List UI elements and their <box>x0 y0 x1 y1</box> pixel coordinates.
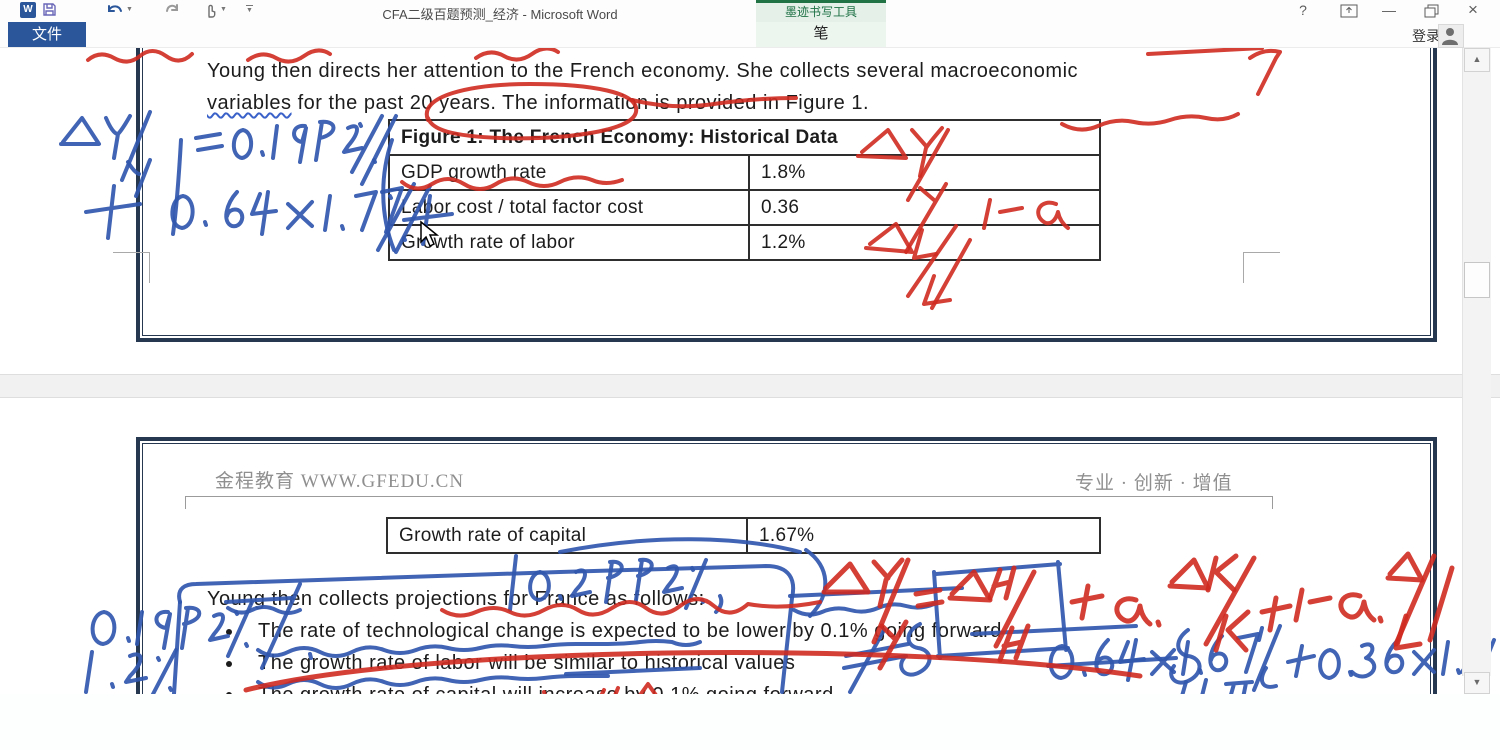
table-cell[interactable]: 1.8% <box>748 154 1101 191</box>
contextual-tab-group-label: 墨迹书写工具 <box>756 0 886 25</box>
page2-header-right: 专业 · 创新 · 增值 <box>1075 473 1233 494</box>
table-row: Growth rate of capital 1.67% <box>386 517 1101 554</box>
table-cell[interactable]: Growth rate of capital <box>386 517 748 554</box>
close-button[interactable]: × <box>1468 0 1478 19</box>
table-row: Figure 1: The French Economy: Historical… <box>388 119 1101 156</box>
window-title: CFA二级百题预测_经济 - Microsoft Word <box>382 7 618 22</box>
redo-icon[interactable] <box>164 2 180 17</box>
scroll-down-button[interactable]: ▼ <box>1464 672 1490 694</box>
scrollbar-thumb[interactable] <box>1464 262 1490 298</box>
customize-qat-icon[interactable]: ▼ <box>246 5 253 14</box>
paragraph-line-2[interactable]: variables for the past 20 years. The inf… <box>207 92 869 115</box>
tab-pen[interactable]: 笔 <box>756 22 886 47</box>
bullet-item-1[interactable]: The rate of technological change is expe… <box>258 620 1002 642</box>
bullet-item-2[interactable]: The growth rate of labor will be similar… <box>258 652 796 674</box>
margin-corner-mark <box>113 252 150 283</box>
capital-table[interactable]: Growth rate of capital 1.67% <box>386 517 1101 554</box>
avatar[interactable] <box>1438 24 1464 48</box>
figure1-table[interactable]: Figure 1: The French Economy: Historical… <box>388 119 1101 261</box>
table-cell[interactable]: GDP growth rate <box>388 154 750 191</box>
paragraph-line-1[interactable]: Young then directs her attention to the … <box>207 60 1079 82</box>
touch-caret-icon[interactable]: ▼ <box>220 6 227 13</box>
bullet-dot <box>226 661 232 667</box>
table-title-cell[interactable]: Figure 1: The French Economy: Historical… <box>388 119 1101 156</box>
word-logo-icon[interactable]: W <box>20 2 36 18</box>
scroll-up-button[interactable]: ▲ <box>1464 48 1490 72</box>
bottom-letterbox <box>0 694 1500 750</box>
vertical-scrollbar[interactable] <box>1462 47 1491 676</box>
paragraph-line-2-rest[interactable]: for the past 20 years. The information i… <box>291 92 870 114</box>
help-button[interactable]: ? <box>1299 2 1307 18</box>
ribbon-tab-row <box>0 22 1500 48</box>
table-row: Growth rate of labor 1.2% <box>388 224 1101 261</box>
table-cell[interactable]: 1.67% <box>746 517 1101 554</box>
title-bar: W ▼ ▼ ▼ CFA二级百题预测_经济 - Microsoft Word ? … <box>0 0 1500 22</box>
undo-caret-icon[interactable]: ▼ <box>126 6 133 13</box>
table-row: GDP growth rate 1.8% <box>388 154 1101 191</box>
undo-icon[interactable] <box>106 2 123 17</box>
sign-in-link[interactable]: 登录 <box>1412 28 1440 44</box>
minimize-button[interactable]: — <box>1382 2 1396 18</box>
table-cell[interactable]: Growth rate of labor <box>388 224 750 261</box>
page2-header-left: 金程教育 WWW.GFEDU.CN <box>215 471 465 492</box>
save-icon[interactable] <box>42 2 57 17</box>
spellcheck-word[interactable]: variables <box>207 92 292 114</box>
table-cell[interactable]: 1.2% <box>748 224 1101 261</box>
bullet-dot <box>226 629 232 635</box>
page-separator <box>0 374 1500 398</box>
tab-file[interactable]: 文件 <box>8 22 86 47</box>
user-icon <box>1442 28 1458 45</box>
touch-mode-icon[interactable] <box>202 2 217 18</box>
ribbon-display-options-icon[interactable] <box>1340 4 1358 18</box>
table-cell[interactable]: Labor cost / total factor cost <box>388 189 750 226</box>
table-cell[interactable]: 0.36 <box>748 189 1101 226</box>
paragraph-projections[interactable]: Young then collects projections for Fran… <box>207 588 705 610</box>
margin-corner-mark <box>1243 252 1280 283</box>
table-row: Labor cost / total factor cost 0.36 <box>388 189 1101 226</box>
header-boundary-line <box>185 496 1273 509</box>
restore-button[interactable] <box>1424 4 1440 18</box>
